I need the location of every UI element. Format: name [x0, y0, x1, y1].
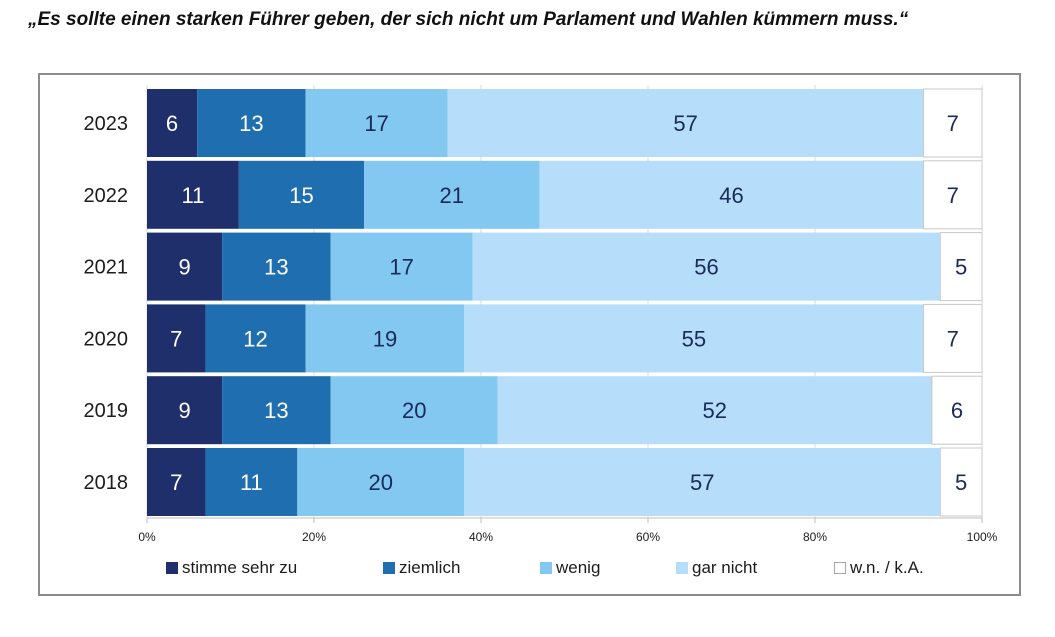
data-label: 55 [682, 326, 706, 351]
legend-label: stimme sehr zu [182, 558, 298, 577]
data-label: 52 [703, 398, 727, 423]
bar-segment [364, 160, 540, 229]
bar-segment [222, 376, 331, 445]
category-label: 2022 [84, 185, 129, 207]
data-label: 6 [166, 111, 178, 136]
x-tick-label: 40% [469, 530, 493, 544]
legend-swatch [540, 562, 552, 574]
legend-item: gar nicht [676, 558, 757, 578]
legend-item: w.n. / k.A. [834, 558, 924, 578]
bar-segment [931, 375, 983, 445]
bar-segment [539, 160, 924, 229]
x-tick-label: 20% [302, 530, 326, 544]
data-label: 6 [951, 398, 963, 423]
bar-segment [222, 232, 331, 301]
data-label: 20 [369, 470, 393, 495]
data-label: 11 [240, 470, 263, 495]
data-label: 13 [264, 398, 288, 423]
legend-swatch [166, 562, 178, 574]
data-label: 21 [440, 183, 464, 208]
bar-segment [330, 232, 473, 301]
data-label: 5 [955, 255, 967, 280]
legend-item: stimme sehr zu [166, 558, 297, 578]
bar-segment [464, 304, 924, 373]
bar-segment [238, 160, 365, 229]
legend-swatch [676, 562, 688, 574]
x-tick-label: 100% [967, 530, 998, 544]
legend-item: ziemlich [383, 558, 460, 578]
chart-legend: stimme sehr zu ziemlich wenig gar nicht w.n.… [0, 558, 1055, 588]
category-label: 2021 [84, 257, 129, 279]
data-label: 46 [719, 183, 743, 208]
category-label: 2018 [84, 472, 129, 494]
bar-segment [147, 304, 206, 373]
bar-segment [464, 448, 941, 516]
data-label: 56 [694, 255, 718, 280]
bar-segment [205, 304, 306, 373]
data-label: 57 [673, 111, 697, 136]
data-label: 12 [243, 326, 267, 351]
category-label: 2020 [84, 328, 129, 350]
legend-label: w.n. / k.A. [850, 558, 924, 577]
chart-title: „Es sollte einen starken Führer geben, d… [28, 9, 909, 30]
bar-segment [147, 89, 198, 157]
legend-swatch [383, 562, 395, 574]
data-label: 57 [690, 470, 714, 495]
bar-segment [147, 448, 206, 516]
data-label: 9 [178, 398, 190, 423]
data-label: 7 [170, 470, 182, 495]
bar-segment [939, 232, 983, 302]
x-tick-label: 0% [138, 530, 156, 544]
legend-item: wenig [540, 558, 600, 578]
bar-segment [497, 376, 932, 445]
bar-segment [147, 376, 223, 445]
data-label: 7 [170, 326, 182, 351]
bar-segment [305, 89, 448, 157]
bar-segment [197, 89, 306, 157]
data-label: 9 [178, 255, 190, 280]
bar-segment [447, 89, 924, 157]
category-label: 2019 [84, 400, 129, 422]
bar-segment [330, 376, 498, 445]
data-label: 13 [264, 255, 288, 280]
legend-swatch [834, 562, 846, 574]
data-label: 5 [955, 470, 967, 495]
bar-segment [939, 447, 983, 517]
bar-segment [923, 303, 983, 373]
x-tick-label: 60% [636, 530, 660, 544]
bar-segment [305, 304, 465, 373]
data-label: 13 [239, 111, 263, 136]
data-label: 7 [947, 111, 959, 136]
data-label: 19 [373, 326, 397, 351]
data-label: 17 [364, 111, 388, 136]
bar-segment [297, 448, 465, 516]
data-label: 17 [389, 255, 413, 280]
bar-segment [205, 448, 298, 516]
bar-segment [923, 160, 983, 230]
bar-segment [147, 232, 223, 301]
bar-segment [472, 232, 941, 301]
bar-segment [147, 160, 239, 229]
x-tick-label: 80% [803, 530, 827, 544]
legend-label: wenig [556, 558, 601, 577]
data-label: 7 [947, 183, 959, 208]
data-label: 20 [402, 398, 426, 423]
legend-label: ziemlich [399, 558, 461, 577]
data-label: 7 [947, 326, 959, 351]
legend-label: gar nicht [692, 558, 758, 577]
data-label: 11 [182, 183, 205, 208]
category-label: 2023 [84, 113, 129, 135]
bar-segment [923, 88, 983, 158]
data-label: 15 [289, 183, 313, 208]
